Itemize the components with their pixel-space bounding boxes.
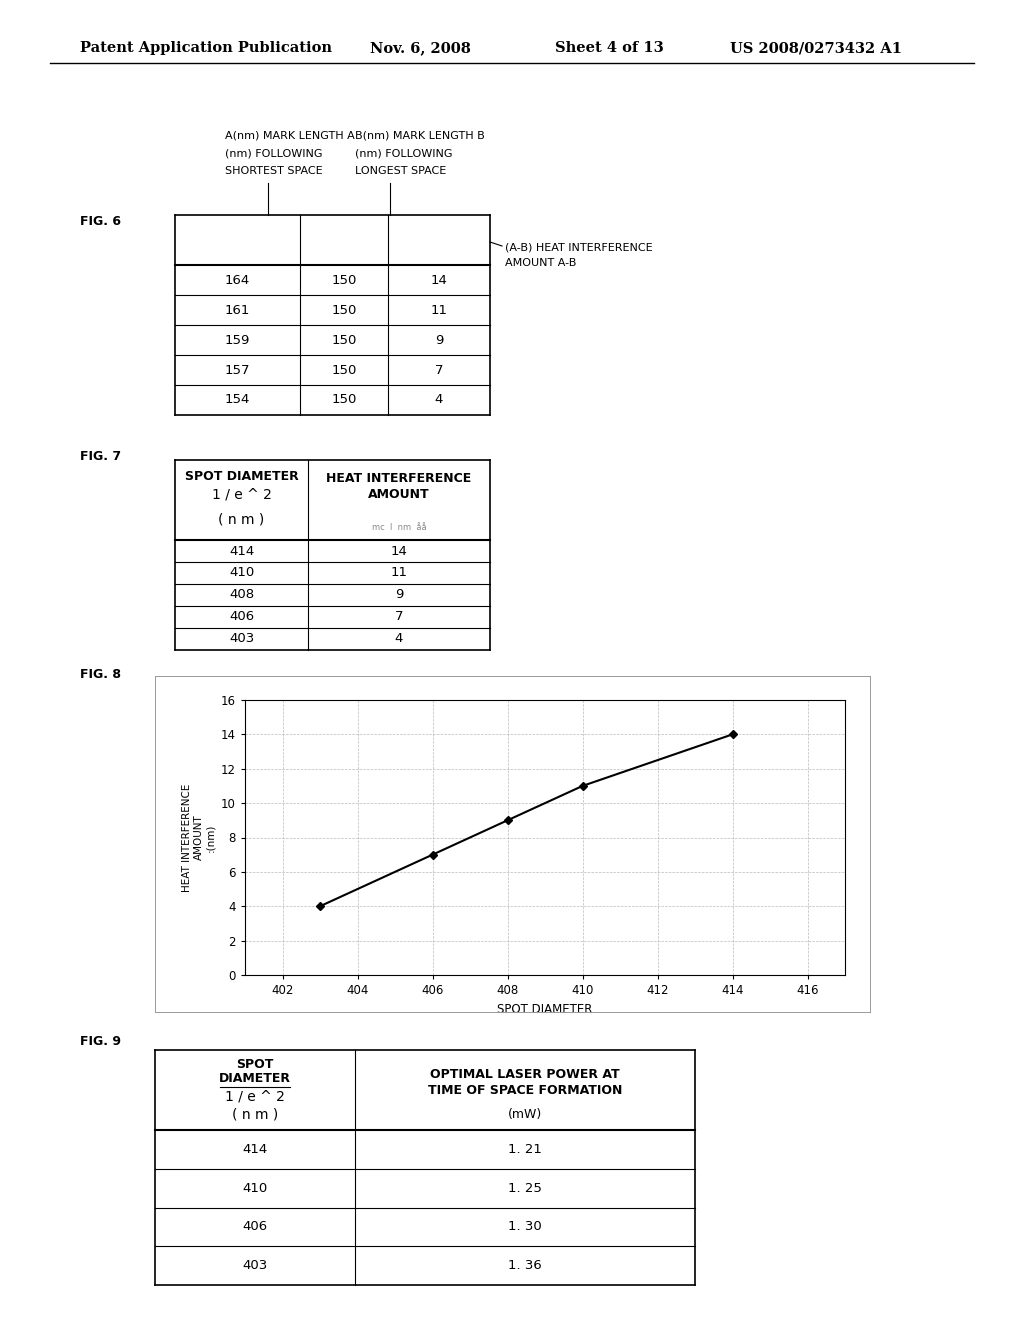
Y-axis label: HEAT INTERFERENCE
AMOUNT
:(nm): HEAT INTERFERENCE AMOUNT :(nm) bbox=[182, 783, 215, 892]
Text: 154: 154 bbox=[225, 393, 250, 407]
Text: SPOT DIAMETER: SPOT DIAMETER bbox=[184, 470, 298, 483]
Text: 14: 14 bbox=[430, 273, 447, 286]
Text: SPOT: SPOT bbox=[237, 1059, 273, 1071]
Text: Patent Application Publication: Patent Application Publication bbox=[80, 41, 332, 55]
Text: 161: 161 bbox=[225, 304, 250, 317]
X-axis label: SPOT DIAMETER: SPOT DIAMETER bbox=[498, 1003, 593, 1015]
Text: Nov. 6, 2008: Nov. 6, 2008 bbox=[370, 41, 471, 55]
Text: HEAT INTERFERENCE: HEAT INTERFERENCE bbox=[327, 473, 472, 484]
Text: 1. 36: 1. 36 bbox=[508, 1259, 542, 1272]
Text: 1 / e ^ 2: 1 / e ^ 2 bbox=[225, 1090, 285, 1104]
Text: (mW): (mW) bbox=[508, 1107, 542, 1121]
Text: 7: 7 bbox=[394, 610, 403, 623]
Text: 159: 159 bbox=[225, 334, 250, 346]
Text: (nm) FOLLOWING: (nm) FOLLOWING bbox=[355, 148, 453, 158]
Text: 150: 150 bbox=[332, 304, 356, 317]
Text: 157: 157 bbox=[224, 363, 250, 376]
Text: 4: 4 bbox=[435, 393, 443, 407]
Text: 150: 150 bbox=[332, 393, 356, 407]
Text: AMOUNT: AMOUNT bbox=[369, 488, 430, 502]
Text: 1. 21: 1. 21 bbox=[508, 1143, 542, 1156]
Text: 164: 164 bbox=[225, 273, 250, 286]
Text: US 2008/0273432 A1: US 2008/0273432 A1 bbox=[730, 41, 902, 55]
Text: 410: 410 bbox=[243, 1181, 267, 1195]
Text: 9: 9 bbox=[395, 589, 403, 602]
Text: 410: 410 bbox=[229, 566, 254, 579]
Text: B(nm) MARK LENGTH B: B(nm) MARK LENGTH B bbox=[355, 129, 484, 140]
Text: 414: 414 bbox=[229, 545, 254, 557]
Text: FIG. 7: FIG. 7 bbox=[80, 450, 121, 463]
Text: 9: 9 bbox=[435, 334, 443, 346]
Text: FIG. 6: FIG. 6 bbox=[80, 215, 121, 228]
Text: 150: 150 bbox=[332, 334, 356, 346]
Text: (nm) FOLLOWING: (nm) FOLLOWING bbox=[225, 148, 323, 158]
Text: 403: 403 bbox=[243, 1259, 267, 1272]
Text: 403: 403 bbox=[229, 632, 254, 645]
Text: (A-B) HEAT INTERFERENCE: (A-B) HEAT INTERFERENCE bbox=[505, 243, 652, 253]
Text: 1 / e ^ 2: 1 / e ^ 2 bbox=[212, 488, 271, 502]
Text: SHORTEST SPACE: SHORTEST SPACE bbox=[225, 166, 323, 176]
Text: 1. 25: 1. 25 bbox=[508, 1181, 542, 1195]
Text: FIG. 8: FIG. 8 bbox=[80, 668, 121, 681]
Text: 4: 4 bbox=[395, 632, 403, 645]
Text: DIAMETER: DIAMETER bbox=[219, 1072, 291, 1085]
Text: 414: 414 bbox=[243, 1143, 267, 1156]
Text: LONGEST SPACE: LONGEST SPACE bbox=[355, 166, 446, 176]
Text: ( n m ): ( n m ) bbox=[218, 512, 264, 525]
Text: 7: 7 bbox=[435, 363, 443, 376]
Text: 406: 406 bbox=[243, 1221, 267, 1233]
Text: FIG. 9: FIG. 9 bbox=[80, 1035, 121, 1048]
Text: 150: 150 bbox=[332, 273, 356, 286]
Text: TIME OF SPACE FORMATION: TIME OF SPACE FORMATION bbox=[428, 1084, 623, 1097]
Text: 408: 408 bbox=[229, 589, 254, 602]
Text: 406: 406 bbox=[229, 610, 254, 623]
Text: mc  l  nm  åå: mc l nm åå bbox=[372, 523, 426, 532]
Text: 11: 11 bbox=[430, 304, 447, 317]
Text: 150: 150 bbox=[332, 363, 356, 376]
Text: Sheet 4 of 13: Sheet 4 of 13 bbox=[555, 41, 664, 55]
Text: 14: 14 bbox=[390, 545, 408, 557]
Text: 11: 11 bbox=[390, 566, 408, 579]
Text: OPTIMAL LASER POWER AT: OPTIMAL LASER POWER AT bbox=[430, 1068, 620, 1081]
Text: ( n m ): ( n m ) bbox=[231, 1107, 279, 1122]
Text: 1. 30: 1. 30 bbox=[508, 1221, 542, 1233]
Text: AMOUNT A-B: AMOUNT A-B bbox=[505, 257, 577, 268]
Text: A(nm) MARK LENGTH A: A(nm) MARK LENGTH A bbox=[225, 129, 354, 140]
